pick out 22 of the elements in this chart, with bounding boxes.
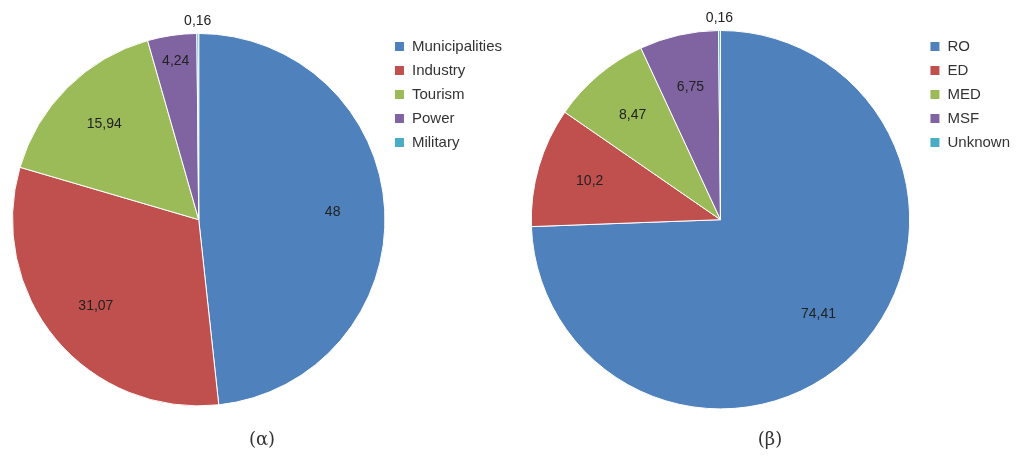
data-label: 0,16	[705, 9, 734, 26]
text: (α)	[248, 427, 276, 449]
legend-label: RO	[947, 36, 970, 54]
legend-label: MED	[947, 84, 981, 102]
data-label: 10,2	[576, 172, 604, 189]
data-label: 0,16	[184, 12, 212, 29]
legend-label: ED	[947, 60, 969, 78]
legend-label: Tourism	[411, 84, 465, 102]
legend-label: Unknown	[947, 132, 1011, 150]
data-label: 15,94	[86, 115, 122, 132]
legend-label: Municipalities	[411, 36, 503, 54]
data-label: 74,41	[801, 305, 837, 322]
data-label: 31,07	[78, 296, 114, 313]
text: (β)	[757, 427, 783, 449]
data-label: 6,75	[676, 77, 705, 94]
legend-label: Military	[411, 132, 460, 150]
legend-label: Power	[411, 108, 455, 126]
legend-label: MSF	[947, 108, 980, 126]
data-label: 8,47	[619, 106, 647, 123]
data-label: 4,24	[162, 52, 190, 69]
legend-label: Industry	[411, 60, 466, 78]
data-label: 48	[324, 203, 341, 220]
